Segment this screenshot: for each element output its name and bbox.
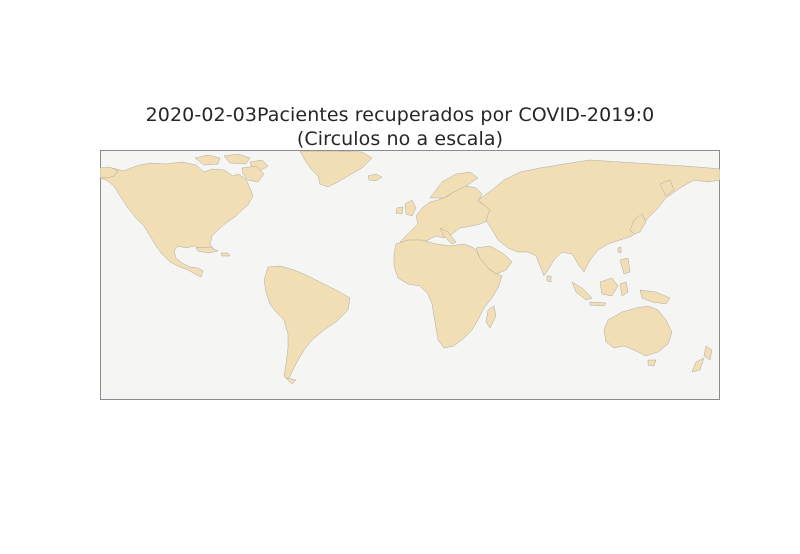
- hispaniola: [220, 252, 231, 257]
- new-zealand-north: [703, 345, 713, 361]
- ireland: [395, 206, 404, 215]
- madagascar: [485, 305, 497, 329]
- arabia: [475, 245, 513, 275]
- java: [589, 301, 607, 307]
- sumatra: [571, 281, 593, 301]
- arctic-islands-1: [194, 154, 221, 166]
- tasmania: [647, 359, 657, 367]
- philippines: [619, 257, 631, 275]
- cuba: [195, 246, 219, 254]
- australia: [603, 305, 673, 357]
- borneo: [599, 277, 619, 297]
- new-zealand-south: [691, 357, 705, 373]
- great-britain: [404, 199, 417, 217]
- figure-subtitle: (Circulos no a escala): [296, 128, 504, 150]
- italy: [439, 227, 457, 245]
- japan: [629, 213, 647, 235]
- africa: [393, 239, 503, 349]
- iceland: [367, 173, 383, 182]
- land: [100, 150, 720, 385]
- tierra-del-fuego: [285, 377, 297, 385]
- scandinavia: [429, 171, 479, 199]
- sri-lanka: [546, 275, 552, 283]
- asia: [477, 159, 720, 277]
- alaska: [100, 166, 119, 179]
- greenland: [299, 150, 373, 188]
- figure-title: 2020-02-03Pacientes recuperados por COVI…: [145, 104, 655, 126]
- kamchatka: [659, 179, 675, 197]
- sulawesi: [619, 281, 629, 297]
- arctic-islands-2: [223, 153, 251, 165]
- world-map: [100, 150, 720, 400]
- europe: [399, 185, 497, 245]
- baffin-island: [241, 165, 265, 183]
- taiwan: [617, 246, 622, 254]
- south-america: [263, 265, 351, 381]
- new-guinea: [639, 289, 671, 305]
